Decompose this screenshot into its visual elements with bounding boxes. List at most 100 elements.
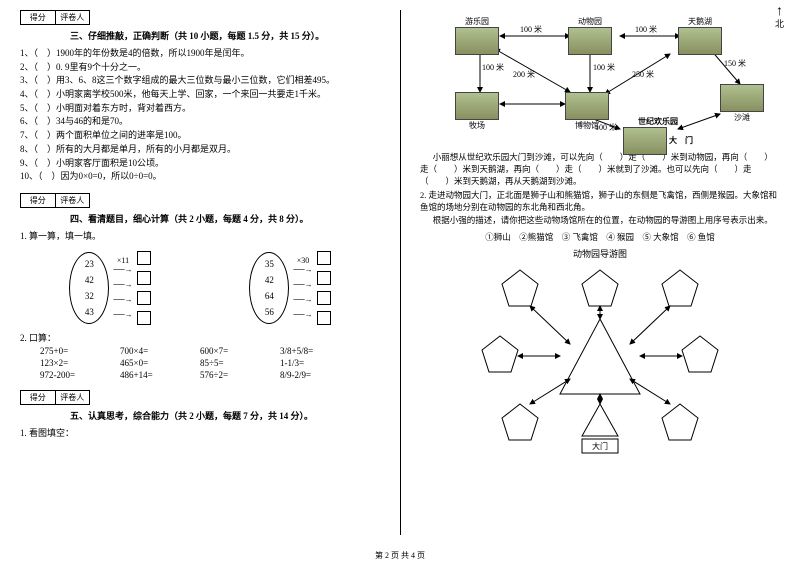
oval-num: 42 <box>265 275 274 285</box>
placeholder-image-icon <box>720 84 764 112</box>
answer-boxes-1 <box>137 251 151 325</box>
oval-num: 64 <box>265 291 274 301</box>
calc-item: 465×0= <box>120 358 180 368</box>
answer-box <box>317 291 331 305</box>
fill-text-p1: 小丽想从世纪欢乐园大门到沙滩，可以先向（ ）走（ ）米到动物园，再向（ ）走（ … <box>420 152 780 188</box>
score-label: 得分 <box>21 391 56 404</box>
s4-q1-label: 1. 算一算，填一填。 <box>20 231 380 243</box>
zoo-title: 动物园导游图 <box>420 247 780 260</box>
mult-arrows-1: ×11 ──→ ──→ ──→ ──→ <box>113 256 132 319</box>
arrow-icon: ──→ <box>293 280 312 289</box>
map-node-zoo: 动物园 <box>568 16 612 55</box>
map-diagram: 游乐园 动物园 天鹅湖 牧场 博物馆 沙滩 世纪欢乐园 大 门 100 米 <box>420 14 780 144</box>
s3-item: 4、（ ）小明家离学校500米，他每天上学、回家，一个来回一共要走1千米。 <box>20 89 380 101</box>
calc-item: 8/9-2/9= <box>280 370 340 380</box>
oval-pair-2: 35 42 64 56 ×30 ──→ ──→ ──→ ──→ <box>249 251 330 325</box>
edge-label: 250 米 <box>632 69 654 80</box>
map-node-farm: 牧场 <box>455 92 499 131</box>
answer-box <box>137 271 151 285</box>
mult-label-1: ×11 <box>113 256 132 265</box>
answer-box <box>137 311 151 325</box>
oval-num: 56 <box>265 307 274 317</box>
zoo-legend: ①狮山 ②熊猫馆 ③ 飞禽馆 ④ 猴园 ⑤ 大象馆 ⑥ 鱼馆 <box>420 231 780 243</box>
arrow-icon: ──→ <box>113 265 132 274</box>
placeholder-image-icon <box>678 27 722 55</box>
placeholder-image-icon <box>565 92 609 120</box>
calc-row: 123×2= 465×0= 85÷5= 1-1/3= <box>40 358 380 368</box>
map-label: 游乐园 <box>455 16 499 27</box>
s3-item: 7、（ ）两个面积单位之间的进率是100。 <box>20 130 380 142</box>
page-footer: 第 2 页 共 4 页 <box>0 550 800 561</box>
map-label: 天鹅湖 <box>678 16 722 27</box>
placeholder-image-icon <box>623 127 667 155</box>
section4-title: 四、看清题目，细心计算（共 2 小题，每题 4 分，共 8 分）。 <box>70 212 380 225</box>
fill-text-p3: 根据小强的描述，请你把这些动物场馆所在的位置，在动物园的导游图上用序号表示出来。 <box>420 215 780 227</box>
calc-item: 700×4= <box>120 346 180 356</box>
map-label: 动物园 <box>568 16 612 27</box>
oval-num: 43 <box>85 307 94 317</box>
calc-row: 972-200= 486+14= 576÷2= 8/9-2/9= <box>40 370 380 380</box>
edge-label: 100 米 <box>593 62 615 73</box>
mult-label-2: ×30 <box>293 256 312 265</box>
oval-num: 42 <box>85 275 94 285</box>
answer-boxes-2 <box>317 251 331 325</box>
map-label: 沙滩 <box>720 112 764 123</box>
edge-label: 150 米 <box>724 58 746 69</box>
section3-title: 三、仔细推敲，正确判断（共 10 小题，每题 1.5 分，共 15 分）。 <box>70 29 380 42</box>
s4-q2-label: 2. 口算： <box>20 333 380 345</box>
calc-item: 576÷2= <box>200 370 260 380</box>
oval-pair-1: 23 42 32 43 ×11 ──→ ──→ ──→ ──→ <box>69 251 150 325</box>
grader-label: 评卷人 <box>56 391 90 404</box>
oval-num: 23 <box>85 259 94 269</box>
answer-box <box>317 311 331 325</box>
left-column: 得分 评卷人 三、仔细推敲，正确判断（共 10 小题，每题 1.5 分，共 15… <box>0 0 400 565</box>
map-label: 牧场 <box>455 120 499 131</box>
grader-label: 评卷人 <box>56 194 90 207</box>
map-label: 大 门 <box>669 136 693 145</box>
section5-title: 五、认真思考，综合能力（共 2 小题，每题 7 分，共 14 分）。 <box>70 409 380 422</box>
arrow-icon: ──→ <box>293 310 312 319</box>
edge-label: 100 米 <box>595 122 617 133</box>
right-column: ↑ 北 游乐园 <box>400 0 800 565</box>
edge-label: 100 米 <box>482 62 504 73</box>
oval-num: 32 <box>85 291 94 301</box>
s3-item: 8、（ ）所有的大月都是单月，所有的小月都是双月。 <box>20 144 380 156</box>
placeholder-image-icon <box>455 92 499 120</box>
calc-item: 85÷5= <box>200 358 260 368</box>
score-box-4: 得分 评卷人 <box>20 193 90 208</box>
s3-item: 3、（ ）用3、6、8这三个数字组成的最大三位数与最小三位数，它们相差495。 <box>20 75 380 87</box>
map-node-gate: 世纪欢乐园 大 门 <box>623 116 693 155</box>
placeholder-image-icon <box>455 27 499 55</box>
score-label: 得分 <box>21 194 56 207</box>
s3-item: 10、（ ）因为0×0=0，所以0÷0=0。 <box>20 171 380 183</box>
arrow-icon: ──→ <box>293 295 312 304</box>
calc-item: 972-200= <box>40 370 100 380</box>
s3-item: 6、（ ）34与46的和是70。 <box>20 116 380 128</box>
answer-box <box>137 251 151 265</box>
map-node-beach: 沙滩 <box>720 84 764 123</box>
fill-text-p2: 2. 走进动物园大门，正北面是狮子山和熊猫馆，狮子山的东侧是飞禽馆，西侧是猴园。… <box>420 190 780 214</box>
grader-label: 评卷人 <box>56 11 90 24</box>
calc-item: 600×7= <box>200 346 260 356</box>
arrow-icon: ──→ <box>113 295 132 304</box>
zoo-diagram-svg: 大门 <box>470 264 730 464</box>
oval-left-2: 35 42 64 56 <box>249 252 289 324</box>
score-box-3: 得分 评卷人 <box>20 10 90 25</box>
map-label: 世纪欢乐园 <box>623 116 693 127</box>
s5-q1-label: 1. 看图填空： <box>20 428 380 440</box>
answer-box <box>137 291 151 305</box>
edge-label: 100 米 <box>635 24 657 35</box>
oval-num: 35 <box>265 259 274 269</box>
arrow-icon: ──→ <box>293 265 312 274</box>
calc-item: 123×2= <box>40 358 100 368</box>
calc-item: 275+0= <box>40 346 100 356</box>
map-node-park: 游乐园 <box>455 16 499 55</box>
score-label: 得分 <box>21 11 56 24</box>
answer-box <box>317 251 331 265</box>
s3-item: 5、（ ）小明面对着东方时，背对着西方。 <box>20 103 380 115</box>
oval-left-1: 23 42 32 43 <box>69 252 109 324</box>
mult-arrows-2: ×30 ──→ ──→ ──→ ──→ <box>293 256 312 319</box>
calc-item: 3/8+5/8= <box>280 346 340 356</box>
oval-diagram: 23 42 32 43 ×11 ──→ ──→ ──→ ──→ <box>20 251 380 325</box>
s3-item: 9、（ ）小明家客厅面积是10公顷。 <box>20 158 380 170</box>
